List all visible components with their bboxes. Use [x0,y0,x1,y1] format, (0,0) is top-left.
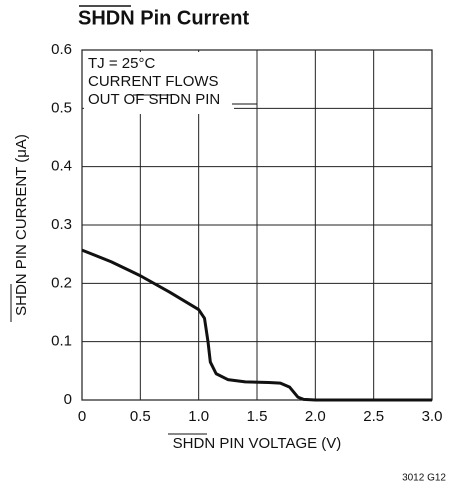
chart-title: SHDN Pin Current [78,7,249,29]
data-line [81,248,432,402]
x-tick-label: 3.0 [422,408,443,425]
y-tick-label: 0.2 [51,274,72,291]
x-tick-label: 0.5 [130,408,151,425]
x-tick-label: 1.0 [188,408,209,425]
x-tick-label: 2.5 [363,408,384,425]
x-tick-label: 2.0 [305,408,326,425]
x-tick-label: 0 [78,408,86,425]
y-tick-label: 0 [64,391,72,408]
y-tick-label: 0.6 [51,41,72,58]
x-tick-label: 1.5 [247,408,268,425]
annotation: TJ = 25°C [88,55,155,72]
annotation-bg [84,52,234,114]
x-axis-label: SHDN PIN VOLTAGE (V) [173,435,342,452]
annotation: OUT OF SHDN PIN [88,91,220,108]
footnote: 3012 G12 [402,473,446,484]
y-tick-label: 0.1 [51,333,72,350]
y-tick-label: 0.3 [51,216,72,233]
y-axis-label: SHDN PIN CURRENT (μA) [13,134,30,316]
y-tick-label: 0.4 [51,158,72,175]
annotation: CURRENT FLOWS [88,73,219,90]
y-tick-label: 0.5 [51,99,72,116]
